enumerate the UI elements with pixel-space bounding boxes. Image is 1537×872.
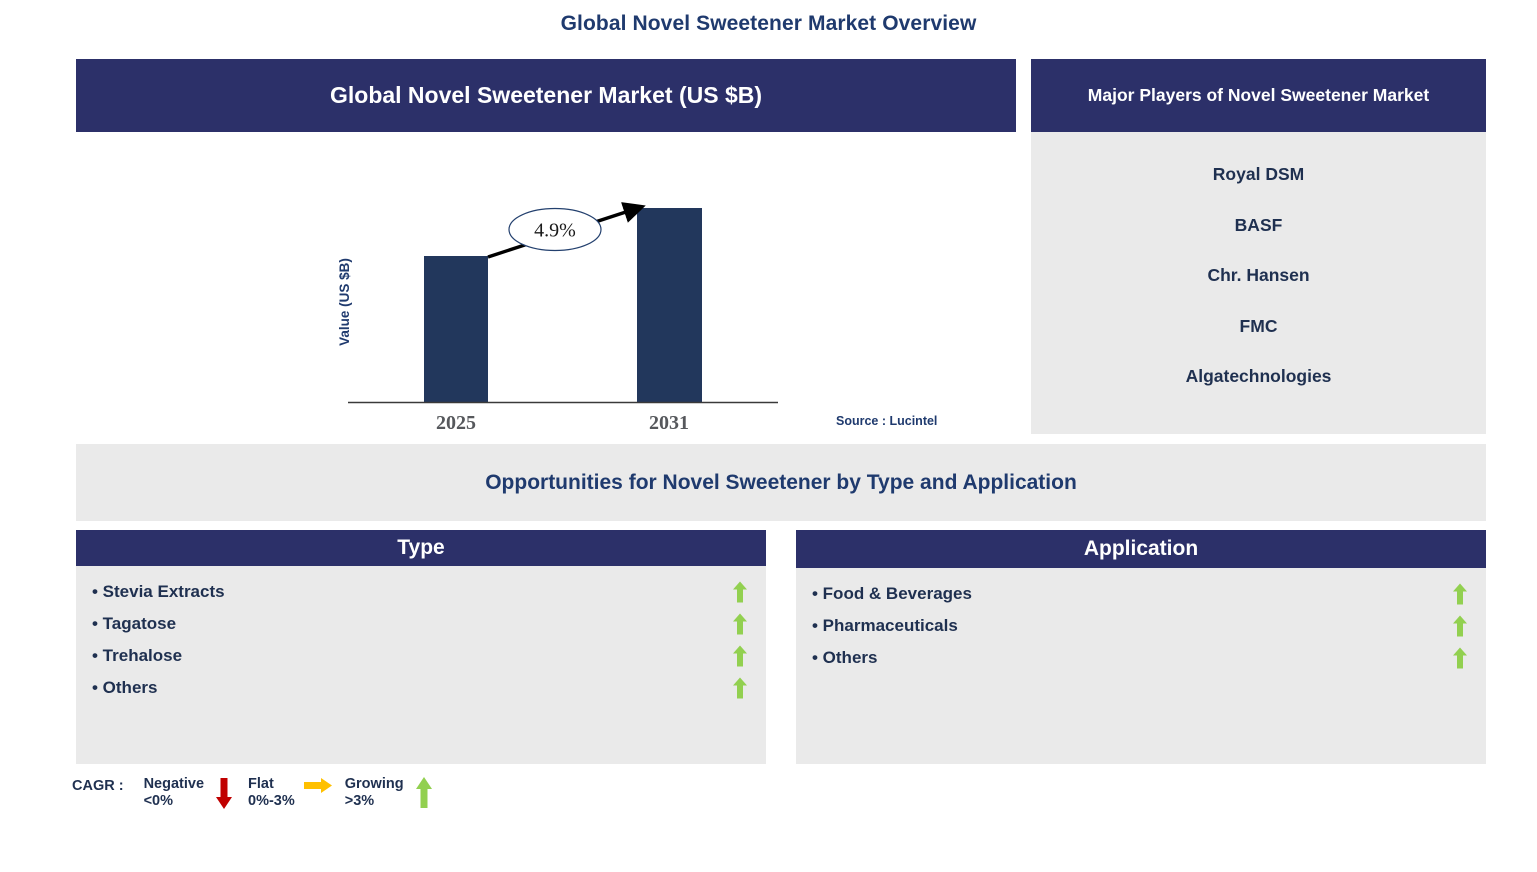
cagr-legend-flat-range: 0%-3%: [248, 793, 295, 810]
up-arrow-green-icon: [415, 777, 432, 808]
opportunities-banner: Opportunities for Novel Sweetener by Typ…: [76, 444, 1486, 521]
chart-panel-header: Global Novel Sweetener Market (US $B): [76, 59, 1016, 132]
type-panel-header-label: Type: [397, 536, 445, 559]
x-tick-label-2031: 2031: [649, 412, 689, 434]
up-arrow-green-icon: [1453, 615, 1467, 637]
cagr-legend-growing-range: >3%: [344, 793, 375, 810]
cagr-legend-entry-growing: Growing >3%: [345, 776, 442, 810]
cagr-callout-label: 4.9%: [534, 220, 576, 242]
cagr-legend-growing-name: Growing: [344, 776, 404, 792]
cagr-legend-negative-name: Negative: [143, 776, 205, 792]
players-panel-body: Royal DSM BASF Chr. Hansen FMC Algatechn…: [1031, 132, 1486, 434]
cagr-legend-entry-flat: Flat 0%-3%: [248, 776, 339, 810]
player-item: Chr. Hansen: [1207, 265, 1310, 285]
up-arrow-green-icon: [733, 645, 747, 667]
type-panel-header: Type: [76, 530, 766, 566]
cagr-legend: CAGR : Negative <0% Flat 0%-3% Growing >…: [72, 776, 448, 820]
type-item-label: • Stevia Extracts: [92, 582, 225, 601]
x-tick-label-2025: 2025: [436, 412, 476, 434]
application-panel-header-label: Application: [1083, 537, 1199, 560]
application-item-label: • Food & Beverages: [812, 584, 972, 603]
chart-source-label: Source : Lucintel: [836, 414, 938, 428]
cagr-callout-bubble: [508, 207, 602, 252]
cagr-legend-flat-name: Flat: [248, 776, 274, 792]
type-panel-body: • Stevia Extracts • Tagatose • Trehalose…: [76, 566, 766, 764]
application-item-label: • Pharmaceuticals: [812, 616, 958, 635]
right-arrow-yellow-icon: [303, 778, 332, 793]
list-item: • Others: [796, 642, 1486, 674]
y-axis-title: Value (US $B): [337, 258, 352, 346]
type-item-label: • Tagatose: [92, 614, 177, 633]
list-item: • Stevia Extracts: [76, 576, 766, 608]
application-item-label: • Others: [812, 648, 878, 667]
bar-2031: [637, 208, 702, 402]
player-item: FMC: [1239, 315, 1278, 336]
player-item: Royal DSM: [1212, 164, 1305, 184]
up-arrow-green-icon: [733, 581, 747, 603]
cagr-legend-title: CAGR :: [72, 778, 124, 794]
opportunities-banner-label: Opportunities for Novel Sweetener by Typ…: [485, 470, 1077, 494]
list-item: • Others: [76, 672, 766, 704]
application-panel-body: • Food & Beverages • Pharmaceuticals • O…: [796, 568, 1486, 764]
list-item: • Food & Beverages: [796, 578, 1486, 610]
page-title: Global Novel Sweetener Market Overview: [560, 12, 977, 35]
up-arrow-green-icon: [1453, 583, 1467, 605]
list-item: • Trehalose: [76, 640, 766, 672]
type-item-label: • Trehalose: [92, 646, 183, 665]
cagr-legend-flat-text: Flat 0%-3%: [248, 776, 295, 810]
players-panel-header-label: Major Players of Novel Sweetener Market: [1087, 85, 1430, 106]
application-panel-header: Application: [796, 530, 1486, 568]
cagr-legend-growing-text: Growing >3%: [345, 776, 404, 810]
bar-2025: [424, 256, 488, 402]
cagr-legend-entry-negative: Negative <0%: [144, 776, 242, 810]
up-arrow-green-icon: [733, 677, 747, 699]
up-arrow-green-icon: [1453, 647, 1467, 669]
type-item-label: • Others: [92, 678, 158, 697]
player-item: Algatechnologies: [1185, 366, 1332, 386]
players-panel-header: Major Players of Novel Sweetener Market: [1031, 59, 1486, 132]
cagr-legend-negative-text: Negative <0%: [144, 776, 204, 810]
bar-chart: Value (US $B) 4.9% 2025 2031: [337, 202, 778, 434]
cagr-legend-negative-range: <0%: [143, 793, 173, 810]
player-item: BASF: [1234, 214, 1283, 235]
chart-panel-header-label: Global Novel Sweetener Market (US $B): [329, 82, 762, 108]
up-arrow-green-icon: [733, 613, 747, 635]
list-item: • Pharmaceuticals: [796, 610, 1486, 642]
down-arrow-red-icon: [216, 778, 233, 809]
list-item: • Tagatose: [76, 608, 766, 640]
chart-panel-body: Value (US $B) 4.9% 2025 2031: [76, 132, 1016, 434]
